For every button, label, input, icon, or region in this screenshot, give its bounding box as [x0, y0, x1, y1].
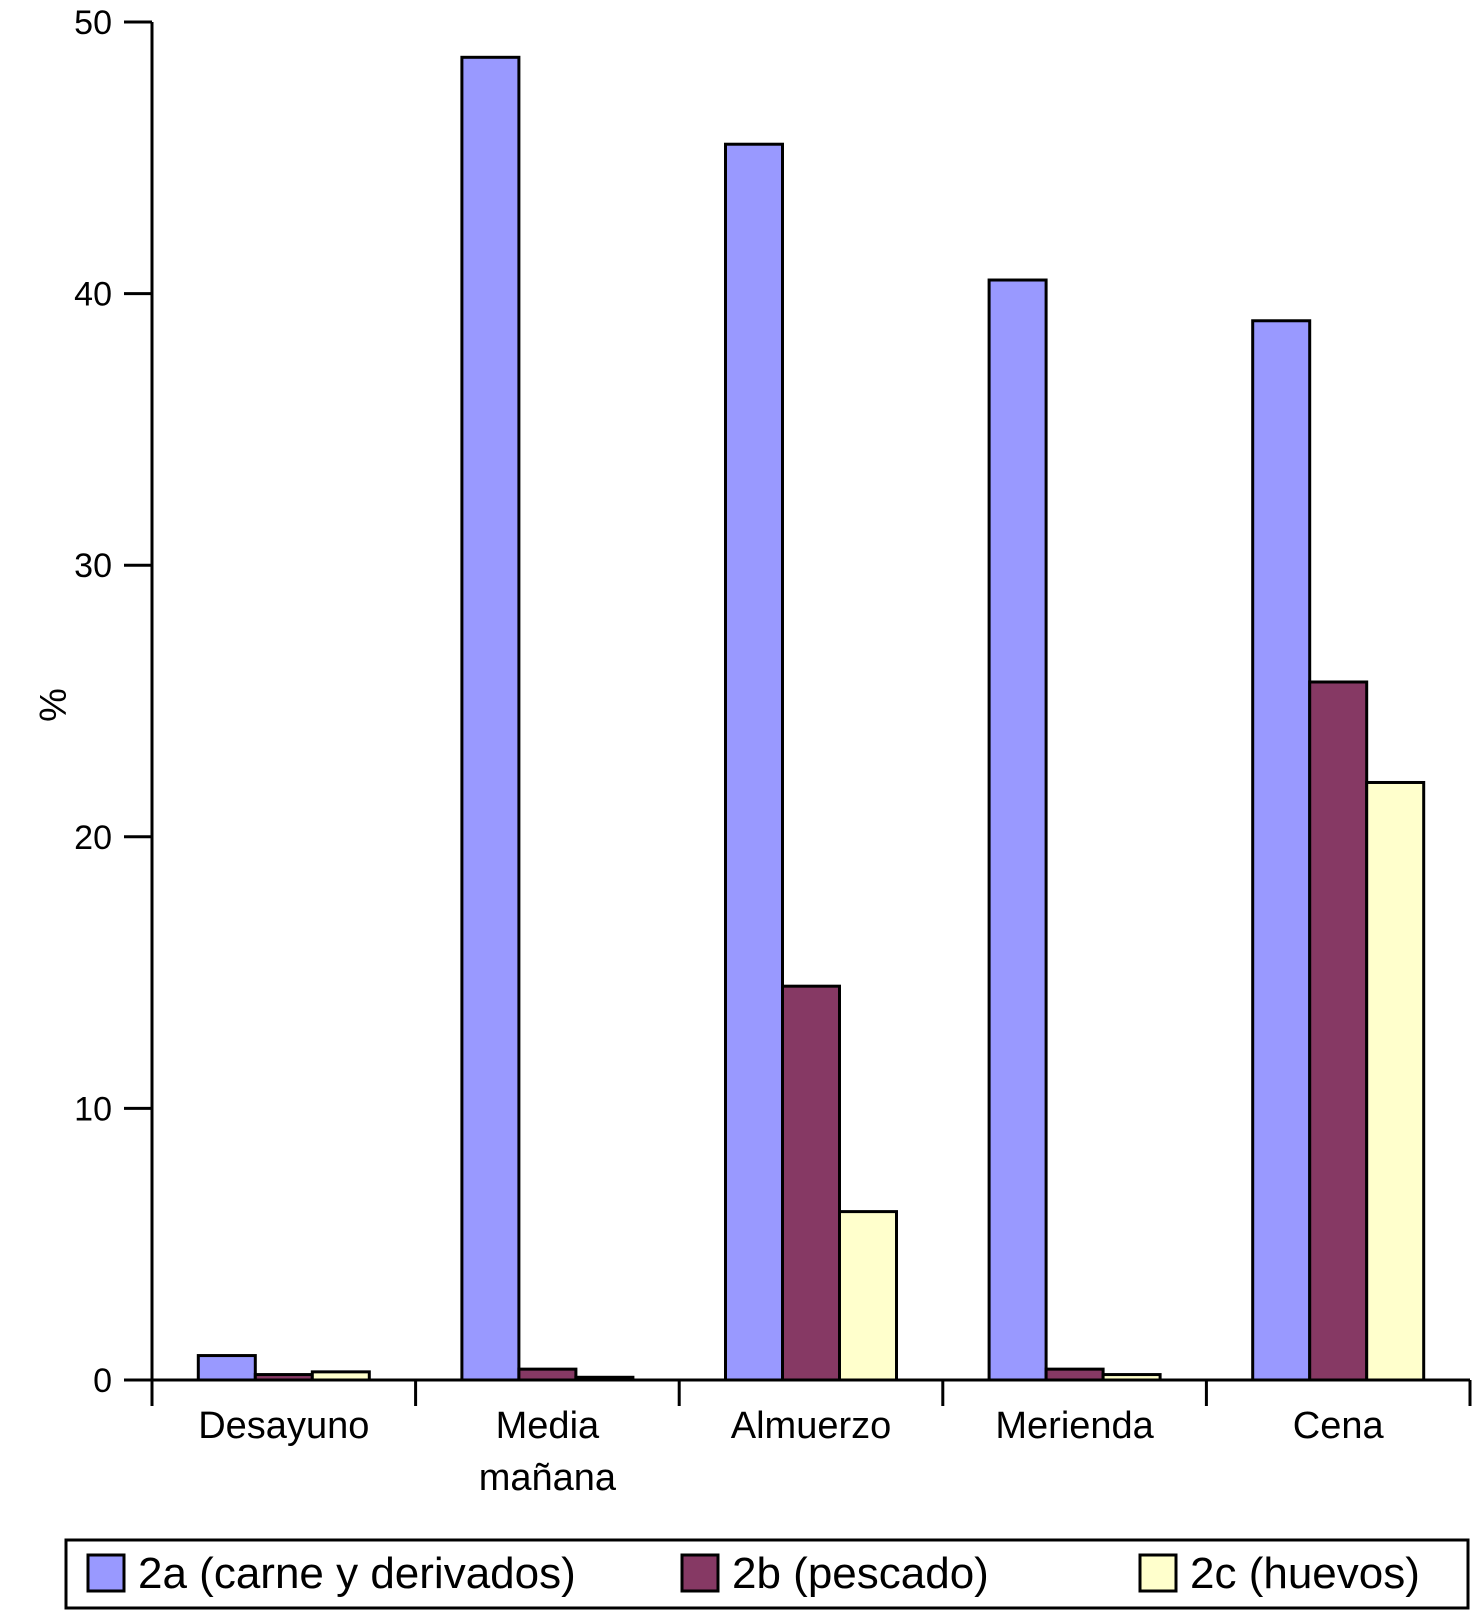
axes: 0 10 20 30 40 50% Desayuno Media mañana Almuerzo M…: [31, 4, 1472, 1499]
bar-2-4: [1044, 1367, 1105, 1382]
y-tick-label: 0: [93, 1362, 112, 1400]
bar-2-3: [781, 984, 841, 1382]
legend: 2a (carne y derivados) 2b (pescado) 2c (hu…: [64, 1538, 1470, 1610]
legend-label: 2c (huevos): [1190, 1549, 1420, 1598]
legend-box: [64, 1538, 1470, 1610]
y-tick-label: 20: [74, 819, 112, 857]
bar-2-5: [1308, 680, 1369, 1382]
bar-1-5: [1251, 319, 1312, 1382]
bar-3-3: [838, 1210, 898, 1382]
bar-3-5: [1365, 780, 1426, 1382]
bars: [196, 55, 1426, 1382]
y-tick-label: 50: [74, 4, 112, 42]
bar-1-3: [724, 142, 784, 1382]
bar-3-1: [310, 1370, 371, 1382]
legend-label: 2a (carne y derivados): [138, 1549, 576, 1598]
legend-swatch: [680, 1553, 720, 1593]
x-tick-label: Almuerzo: [731, 1405, 892, 1447]
y-axis-label: %: [31, 688, 73, 722]
y-tick-label: 40: [74, 276, 112, 314]
bar-1-1: [196, 1354, 257, 1382]
x-tick-label: Desayuno: [198, 1405, 369, 1447]
bar-3-4: [1101, 1373, 1162, 1382]
y-tick-label: 30: [74, 547, 112, 585]
bar-3-2: [574, 1375, 635, 1382]
bar-2-1: [253, 1373, 314, 1382]
bar-1-2: [460, 55, 521, 1382]
legend-swatch: [86, 1553, 126, 1593]
bar-2-2: [517, 1367, 578, 1382]
legend-swatch: [1138, 1553, 1178, 1593]
legend-label: 2b (pescado): [732, 1549, 989, 1598]
x-tick-label: Merienda: [995, 1405, 1154, 1447]
y-tick-label: 10: [74, 1090, 112, 1128]
x-tick-label: Cena: [1293, 1405, 1385, 1447]
bar-1-4: [987, 278, 1048, 1382]
x-tick-label: Media mañana: [479, 1405, 617, 1499]
